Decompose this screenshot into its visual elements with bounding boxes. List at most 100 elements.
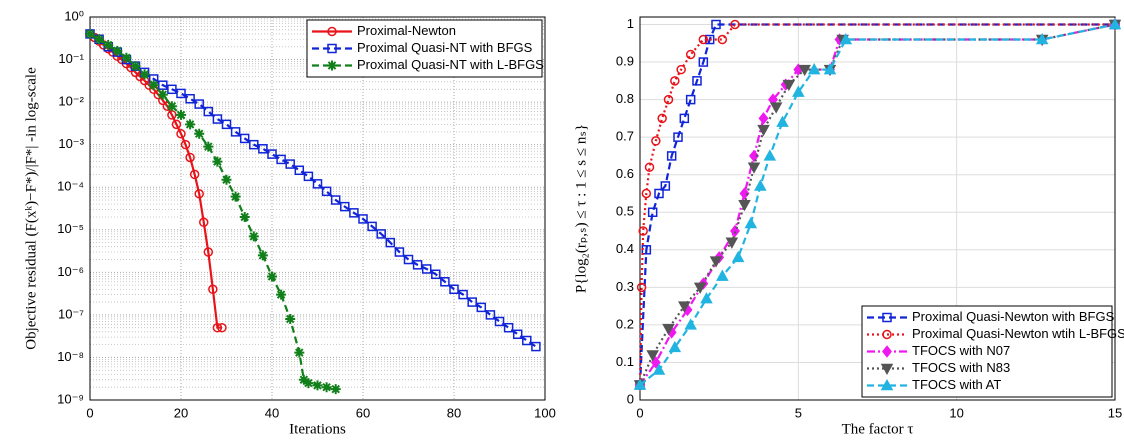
marker	[440, 277, 450, 287]
marker	[650, 356, 661, 369]
y-tick-label: 10⁻⁵	[57, 221, 84, 236]
marker	[367, 221, 377, 232]
marker	[349, 208, 359, 218]
marker	[166, 101, 177, 112]
marker	[792, 85, 805, 97]
marker	[412, 260, 423, 270]
marker	[189, 169, 200, 180]
marker	[298, 374, 309, 385]
marker	[633, 378, 647, 390]
marker	[258, 144, 268, 154]
plot-frame	[89, 16, 546, 401]
marker	[823, 63, 837, 75]
marker	[652, 363, 666, 375]
marker	[312, 380, 323, 391]
marker	[685, 94, 696, 105]
marker	[185, 93, 195, 104]
marker	[449, 284, 459, 295]
marker	[249, 139, 259, 150]
marker	[749, 149, 759, 163]
marker	[94, 34, 105, 45]
marker	[394, 247, 405, 257]
marker	[660, 181, 671, 191]
marker	[239, 211, 250, 222]
marker	[698, 57, 709, 67]
marker	[769, 102, 783, 114]
marker	[194, 128, 205, 139]
marker	[194, 189, 204, 199]
marker	[757, 124, 770, 137]
marker	[203, 141, 214, 152]
marker	[276, 154, 286, 165]
legend-label: TFOCS with N83	[912, 360, 1010, 375]
marker	[327, 26, 337, 37]
legend-label: TFOCS with AT	[912, 377, 1001, 392]
marker	[221, 174, 232, 185]
marker	[185, 152, 195, 163]
x-tick-label: 60	[356, 405, 370, 420]
marker	[230, 191, 241, 202]
marker	[644, 162, 655, 172]
marker	[476, 302, 487, 313]
y-tick-label: 0.9	[616, 53, 634, 68]
marker	[693, 282, 707, 294]
y-tick-label: 10⁻⁹	[57, 391, 84, 406]
marker	[330, 384, 341, 395]
x-axis-label: Iterations	[289, 421, 346, 437]
y-tick-label: 10⁻³	[58, 136, 84, 151]
marker	[711, 19, 721, 30]
marker	[731, 250, 745, 263]
marker	[651, 136, 661, 146]
x-tick-label: 20	[174, 405, 188, 420]
marker	[673, 132, 683, 142]
marker	[157, 89, 168, 100]
marker	[647, 207, 658, 218]
plot-frame	[639, 16, 1116, 401]
marker	[716, 269, 729, 281]
marker	[776, 115, 789, 127]
x-axis-label: The factor τ	[842, 421, 914, 437]
legend-label: Proximal Quasi-Newton wtih L-BFGS	[912, 326, 1124, 341]
marker	[171, 119, 182, 130]
marker	[668, 340, 682, 353]
marker	[85, 28, 95, 39]
marker	[657, 113, 667, 124]
x-tick-label: 15	[1108, 405, 1122, 420]
series-line	[638, 23, 1115, 385]
y-tick-label: 0.4	[616, 241, 634, 256]
marker	[385, 237, 396, 248]
marker	[267, 271, 277, 282]
marker	[654, 188, 664, 199]
y-tick-label: 0.3	[616, 279, 634, 294]
marker	[638, 226, 648, 236]
legend-label: Proximal-Newton	[357, 23, 456, 38]
y-tick-label: 0.7	[616, 129, 634, 144]
marker	[212, 322, 223, 333]
marker	[321, 382, 332, 393]
marker	[467, 297, 477, 307]
y-tick-label: 10⁻⁴	[57, 179, 84, 194]
marker	[340, 201, 350, 212]
marker	[130, 61, 141, 72]
marker	[1035, 32, 1049, 45]
marker	[738, 199, 751, 212]
marker	[239, 133, 250, 144]
y-tick-label: 10⁻⁷	[58, 306, 84, 321]
marker	[494, 316, 505, 327]
marker	[294, 165, 305, 176]
x-tick-label: 0	[636, 405, 643, 420]
marker	[758, 112, 769, 125]
marker	[485, 310, 496, 320]
marker	[636, 282, 647, 293]
y-tick-label: 10⁻²	[58, 94, 84, 109]
y-tick-label: 0.8	[616, 91, 634, 106]
marker	[670, 76, 680, 86]
marker	[403, 254, 414, 265]
marker	[458, 289, 468, 300]
x-tick-label: 40	[265, 405, 279, 420]
legend-label: Proximal Quasi-NT with BFGS	[357, 40, 533, 55]
marker	[676, 64, 686, 75]
marker	[503, 322, 514, 333]
series-line	[638, 23, 1116, 386]
marker	[880, 378, 894, 391]
